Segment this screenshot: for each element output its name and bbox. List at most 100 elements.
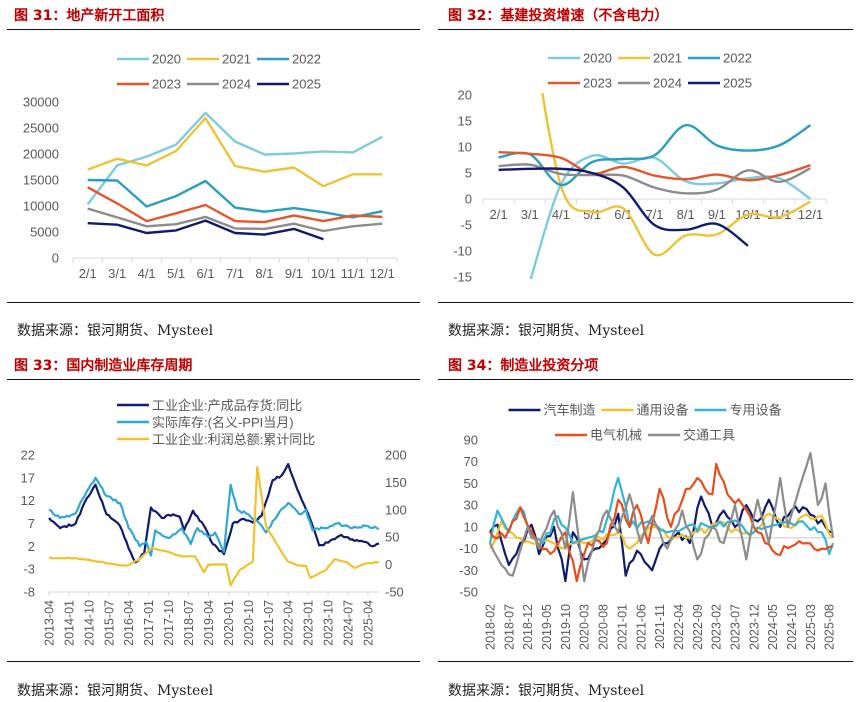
x-tick-label: 2025-04 xyxy=(361,600,375,646)
y-tick-label: 15000 xyxy=(23,173,59,188)
chart-fig32: 2020 2021 2022 2023 2024 2025 -15 -10 -5 0 5 10 15 20… xyxy=(453,51,827,285)
legend-label: 2024 xyxy=(222,77,251,92)
y-tick-label: -10 xyxy=(453,244,472,259)
y-right-tick-label: -50 xyxy=(385,585,404,600)
y-right-tick-label: 200 xyxy=(385,448,407,463)
x-tick-label: 2017-10 xyxy=(162,600,176,646)
x-tick-label: 12/1 xyxy=(798,207,823,222)
x-tick-label: 2025-03 xyxy=(804,604,818,650)
legend-label: 通用设备 xyxy=(637,403,689,418)
legend-label: 工业企业:利润总额:累计同比 xyxy=(152,432,315,447)
x-tick-label: 2024-05 xyxy=(766,604,780,650)
y-tick-label: 90 xyxy=(464,433,478,448)
legend-label: 2022 xyxy=(292,52,321,67)
footer-divider xyxy=(7,302,420,303)
x-tick-label: 2/1 xyxy=(79,266,97,281)
y-tick-label: 25000 xyxy=(23,121,59,136)
series-line-1 xyxy=(48,476,380,557)
x-tick-label: 9/1 xyxy=(285,266,303,281)
x-tick-label: 8/1 xyxy=(677,207,695,222)
x-tick-label: 2021-11 xyxy=(653,604,667,649)
x-tick-label: 2022-04 xyxy=(282,600,296,646)
y-tick-label: 70 xyxy=(464,454,478,469)
x-tick-label: 3/1 xyxy=(521,207,539,222)
y-right-tick-label: 0 xyxy=(385,557,392,572)
data-source-note: 数据来源：银河期货、Mysteel xyxy=(448,323,645,339)
series-line-2024 xyxy=(498,163,811,195)
x-tick-label: 4/1 xyxy=(138,266,156,281)
x-tick-label: 2023-02 xyxy=(710,604,724,650)
panel-title: 图 31：地产新开工面积 xyxy=(14,8,165,24)
y-tick-label: 0 xyxy=(465,192,472,207)
x-tick-label: 2023-07 xyxy=(729,604,743,650)
x-tick-label: 2023-10 xyxy=(322,600,336,646)
y-tick-label: 10000 xyxy=(23,199,59,214)
x-tick-label: 11/1 xyxy=(341,266,365,281)
x-tick-label: 2015-07 xyxy=(102,600,116,646)
data-source-note: 数据来源：银河期货、Mysteel xyxy=(448,683,645,699)
y-left-tick-label: 12 xyxy=(21,493,35,508)
y-left-tick-label: 17 xyxy=(21,470,35,485)
x-tick-label: 2018-12 xyxy=(521,604,535,650)
legend-label: 2025 xyxy=(292,77,321,92)
x-tick-label: 2021-01 xyxy=(615,604,629,650)
x-tick-label: 2023-01 xyxy=(302,600,316,646)
y-tick-label: 0 xyxy=(52,251,59,266)
y-tick-label: -5 xyxy=(460,218,472,233)
legend-label: 2020 xyxy=(152,52,181,67)
y-tick-label: 20 xyxy=(458,88,472,103)
data-source-note: 数据来源：银河期货、Mysteel xyxy=(17,683,214,699)
y-tick-label: 10 xyxy=(464,519,478,534)
x-tick-label: 2022-09 xyxy=(691,604,705,650)
series-line-2022 xyxy=(498,123,812,187)
y-tick-label: 10 xyxy=(458,140,472,155)
x-tick-label: 6/1 xyxy=(614,207,632,222)
series-line-0 xyxy=(48,463,380,564)
x-tick-label: 2014-01 xyxy=(62,600,76,646)
series-line-2021 xyxy=(87,116,383,188)
legend-label: 2022 xyxy=(723,51,752,66)
y-right-tick-label: 150 xyxy=(385,475,407,490)
chart-fig31: 2020 2021 2022 2023 2024 2025 0 5000 10000 15000 2… xyxy=(23,52,398,281)
y-tick-label: -50 xyxy=(459,585,478,600)
title-divider xyxy=(438,29,853,30)
panel-title: 图 32：基建投资增速（不含电力） xyxy=(448,8,669,24)
x-tick-label: 4/1 xyxy=(552,207,570,222)
x-tick-label: 10/1 xyxy=(311,266,336,281)
series-line-2 xyxy=(488,476,835,556)
series-line-2 xyxy=(48,466,380,587)
legend-label: 实际库存:(名义-PPI当月) xyxy=(152,415,294,430)
y-tick-label: -10 xyxy=(459,541,478,556)
title-divider xyxy=(438,379,853,380)
series-line-3 xyxy=(489,462,834,583)
y-left-tick-label: -3 xyxy=(23,562,35,577)
y-tick-label: 15 xyxy=(458,114,472,129)
legend-label: 电气机械 xyxy=(590,428,642,443)
x-tick-label: 2/1 xyxy=(490,207,508,222)
legend-label: 2020 xyxy=(583,51,612,66)
y-tick-label: 5000 xyxy=(30,225,59,240)
x-tick-label: 2018-07 xyxy=(182,600,196,646)
series-line-4 xyxy=(488,451,835,583)
legend-label: 2021 xyxy=(653,51,682,66)
x-tick-label: 8/1 xyxy=(255,266,273,281)
series-line-2025 xyxy=(498,167,749,247)
y-right-tick-label: 100 xyxy=(385,502,407,517)
x-tick-label: 2020-08 xyxy=(597,604,611,650)
x-tick-label: 3/1 xyxy=(108,266,126,281)
series-line-2023 xyxy=(87,186,383,224)
x-tick-label: 2023-12 xyxy=(747,604,761,650)
x-tick-label: 2019-05 xyxy=(540,604,554,650)
x-tick-label: 2020-01 xyxy=(222,600,236,646)
y-tick-label: -15 xyxy=(453,270,472,285)
x-tick-label: 2013-04 xyxy=(43,600,57,646)
x-tick-label: 2025-08 xyxy=(823,604,837,650)
x-tick-label: 2018-07 xyxy=(502,604,516,650)
y-left-tick-label: 2 xyxy=(28,539,35,554)
y-tick-label: 50 xyxy=(464,476,478,491)
legend-label: 2025 xyxy=(723,76,752,91)
x-tick-label: 6/1 xyxy=(197,266,215,281)
x-tick-label: 2018-02 xyxy=(484,604,498,650)
y-left-tick-label: -8 xyxy=(23,585,35,600)
